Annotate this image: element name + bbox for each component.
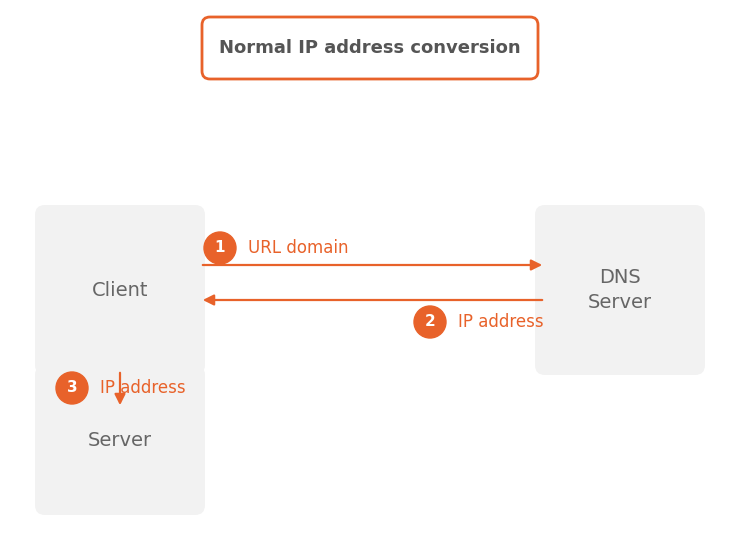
Text: Normal IP address conversion: Normal IP address conversion: [219, 39, 521, 57]
Circle shape: [56, 372, 88, 404]
Text: 3: 3: [67, 381, 77, 395]
FancyBboxPatch shape: [35, 365, 205, 515]
Circle shape: [204, 232, 236, 264]
Text: URL domain: URL domain: [248, 239, 349, 257]
Circle shape: [414, 306, 446, 338]
Text: IP address: IP address: [458, 313, 544, 331]
Text: Server: Server: [88, 431, 152, 449]
Text: DNS
Server: DNS Server: [588, 268, 652, 312]
Text: IP address: IP address: [100, 379, 186, 397]
FancyBboxPatch shape: [535, 205, 705, 375]
Text: 1: 1: [215, 240, 225, 255]
FancyBboxPatch shape: [202, 17, 538, 79]
Text: 2: 2: [425, 314, 435, 329]
Text: Client: Client: [92, 280, 148, 300]
FancyBboxPatch shape: [35, 205, 205, 375]
